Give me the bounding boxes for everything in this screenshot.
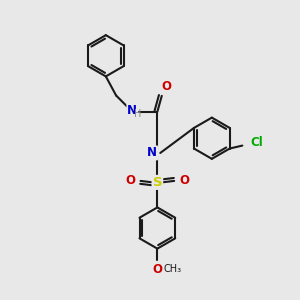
- Text: O: O: [152, 263, 162, 276]
- Text: S: S: [152, 176, 162, 189]
- Text: H: H: [134, 109, 141, 119]
- Text: CH₃: CH₃: [164, 264, 182, 274]
- Text: O: O: [180, 174, 190, 188]
- Text: N: N: [127, 104, 137, 117]
- Text: O: O: [162, 80, 172, 94]
- Text: N: N: [147, 146, 157, 159]
- Text: Cl: Cl: [251, 136, 263, 149]
- Text: O: O: [125, 174, 135, 188]
